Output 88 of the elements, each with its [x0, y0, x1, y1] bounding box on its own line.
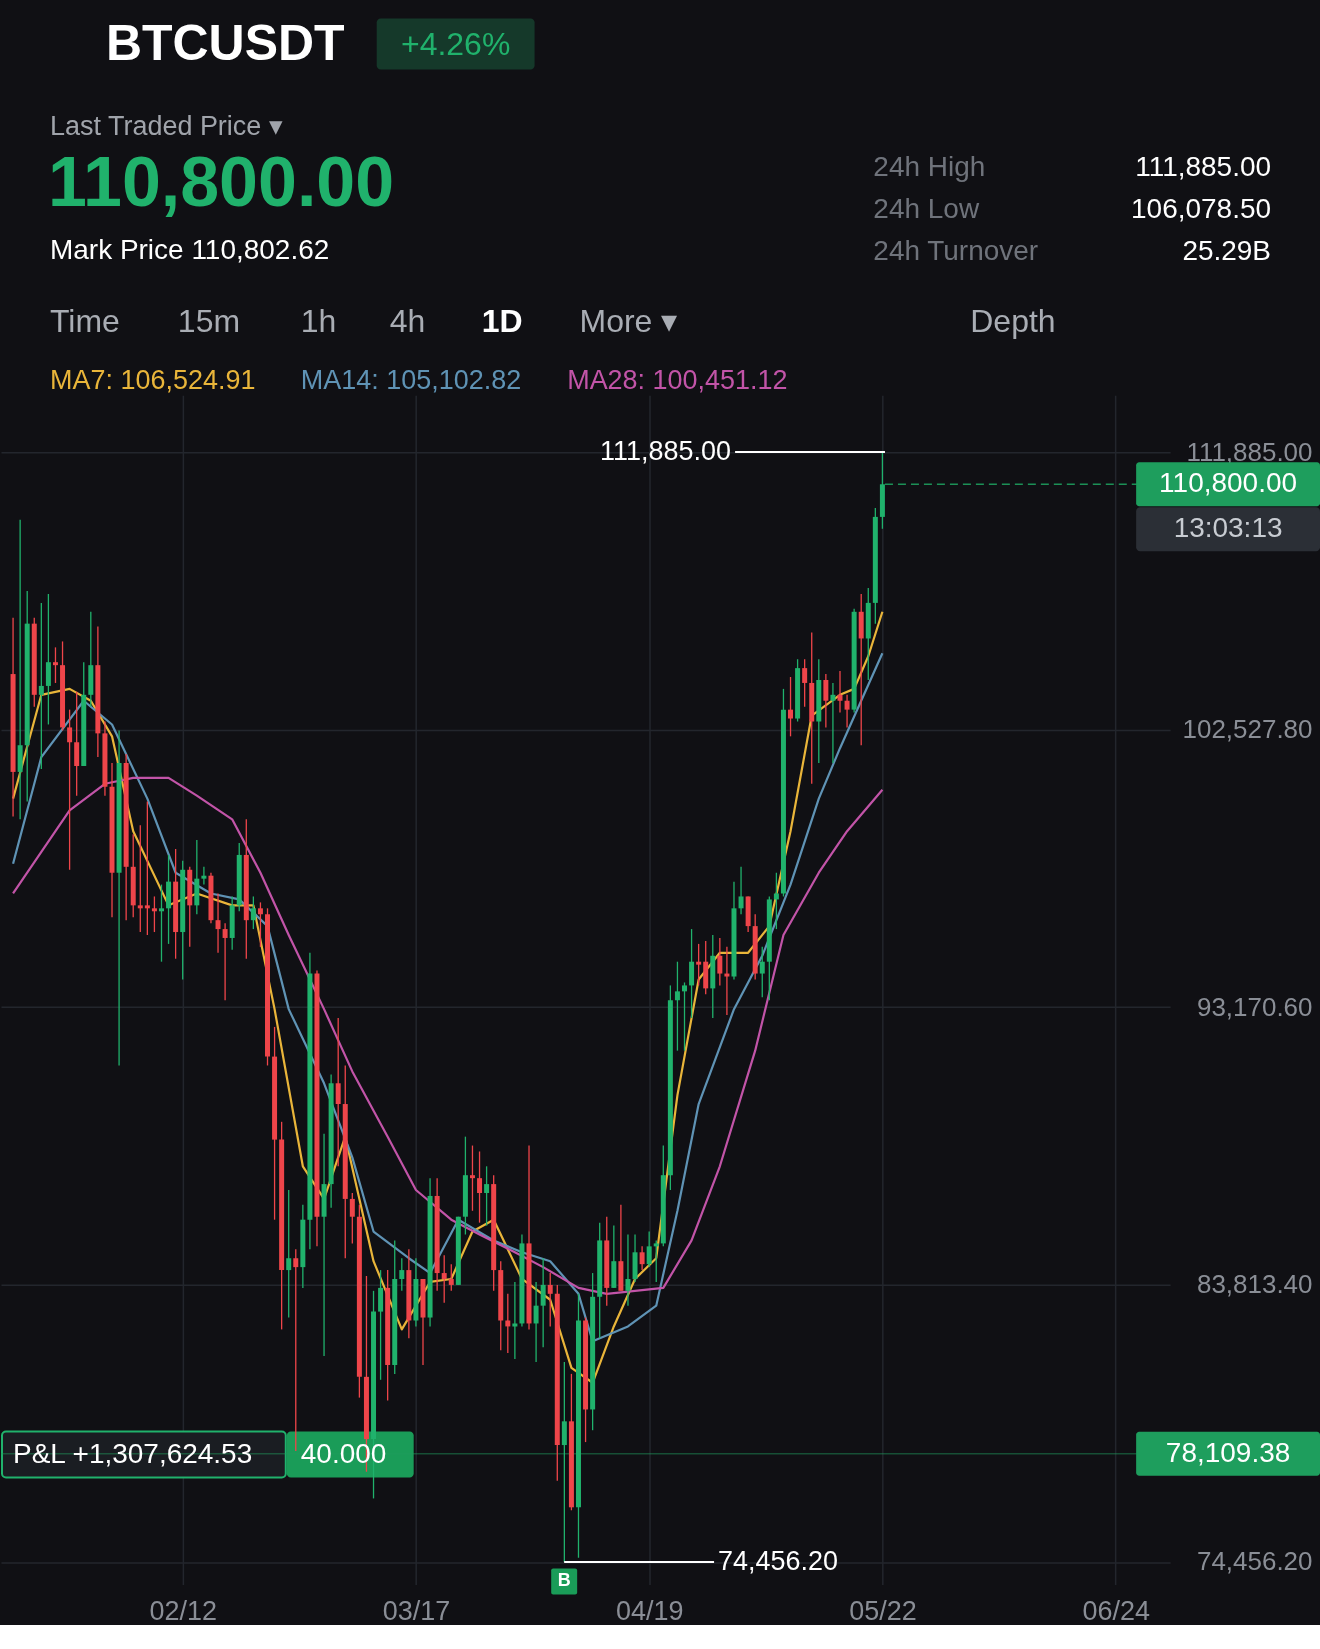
candlestick — [696, 943, 702, 987]
candlestick — [738, 866, 744, 915]
text: 1D — [481, 303, 523, 340]
chart-title: BTCUSDT — [105, 14, 345, 71]
text: MA7: 106,524.91 — [49, 365, 256, 396]
text: 24h Turnover — [873, 235, 1039, 267]
candlestick — [844, 694, 850, 729]
candlestick — [533, 1281, 539, 1363]
x-tick-label: 04/19 — [615, 1595, 684, 1626]
text: 4h — [389, 303, 426, 340]
candlestick — [45, 593, 51, 726]
text: 110,800.00 — [47, 143, 395, 222]
text: 24h Low — [873, 193, 980, 225]
candlestick — [257, 901, 263, 948]
candlestick — [399, 1257, 405, 1292]
y-tick-label: 102,527.80 — [1182, 714, 1313, 745]
candlestick — [717, 937, 723, 987]
text: More ▾ — [579, 303, 678, 340]
text: 15m — [177, 303, 241, 340]
candlestick — [674, 961, 680, 1052]
candlestick — [74, 691, 80, 797]
candlestick — [448, 1263, 454, 1292]
candlestick — [441, 1254, 447, 1304]
candlestick — [547, 1272, 553, 1328]
candlestick — [144, 800, 150, 936]
candlestick — [802, 658, 808, 708]
candlestick — [52, 646, 58, 684]
y-tick-label: 74,456.20 — [1196, 1546, 1313, 1577]
candlestick — [773, 872, 779, 930]
candlestick — [639, 1245, 645, 1271]
candlestick — [646, 1230, 652, 1268]
candlestick — [293, 1248, 299, 1452]
candlestick — [788, 676, 794, 737]
candlestick — [201, 866, 207, 886]
x-tick-label: 03/17 — [382, 1595, 451, 1626]
y-tick-label: 93,170.60 — [1196, 991, 1313, 1022]
candlestick — [378, 1269, 384, 1381]
y-tick-label: 111,885.00 — [1186, 436, 1313, 467]
text: Last Traded Price ▾ — [49, 110, 283, 141]
annotation: 111,885.00 — [600, 436, 732, 467]
candlestick — [38, 602, 44, 770]
candlestick — [215, 892, 221, 954]
text: 1h — [300, 303, 337, 340]
text: Time — [49, 303, 120, 340]
candlestick — [823, 673, 829, 729]
candlestick — [689, 928, 695, 1019]
candlestick — [625, 1233, 631, 1307]
text: MA14: 105,102.82 — [300, 365, 522, 396]
text: +4.26% — [400, 25, 511, 62]
candlestick — [222, 922, 228, 1001]
candlestick — [653, 1239, 659, 1283]
candlestick — [137, 824, 143, 933]
candlestick — [158, 883, 164, 963]
candlestick — [682, 981, 687, 1052]
candlestick — [540, 1257, 546, 1348]
candlestick — [286, 1189, 292, 1319]
candlestick — [17, 519, 23, 821]
text: 111,885.00 — [1135, 151, 1272, 183]
candlestick — [67, 708, 73, 871]
candlestick — [349, 1192, 355, 1245]
candlestick — [830, 682, 836, 764]
x-tick-label: 05/22 — [849, 1595, 917, 1626]
annotation: P&L +1,307,624.53 — [12, 1437, 253, 1469]
text: Depth — [970, 303, 1056, 340]
candlestick — [151, 895, 157, 933]
ref-line-label: 78,109.38 — [1165, 1436, 1291, 1468]
candlestick — [335, 1017, 341, 1167]
candlestick — [469, 1144, 475, 1212]
candlestick — [250, 895, 256, 930]
text: 24h High — [873, 151, 986, 183]
candlestick — [477, 1150, 483, 1224]
text: 13:03:13 — [1173, 512, 1283, 544]
text: Mark Price 110,802.62 — [49, 234, 330, 266]
annotation: 74,456.20 — [718, 1545, 839, 1576]
ref-line-label: 110,800.00 — [1159, 467, 1298, 499]
text: MA28: 100,451.12 — [567, 365, 788, 396]
candlestick — [724, 946, 730, 1016]
x-tick-label: 06/24 — [1082, 1595, 1150, 1626]
x-tick-label: 02/12 — [149, 1595, 217, 1626]
candlestick — [512, 1281, 518, 1360]
annotation: B — [557, 1570, 571, 1591]
candlestick — [759, 946, 765, 998]
candlestick — [561, 1361, 567, 1563]
y-tick-label: 83,813.40 — [1196, 1269, 1313, 1300]
candlestick — [484, 1165, 490, 1227]
candlestick — [837, 670, 843, 714]
text: 106,078.50 — [1131, 193, 1272, 225]
text: 25.29B — [1182, 235, 1272, 267]
